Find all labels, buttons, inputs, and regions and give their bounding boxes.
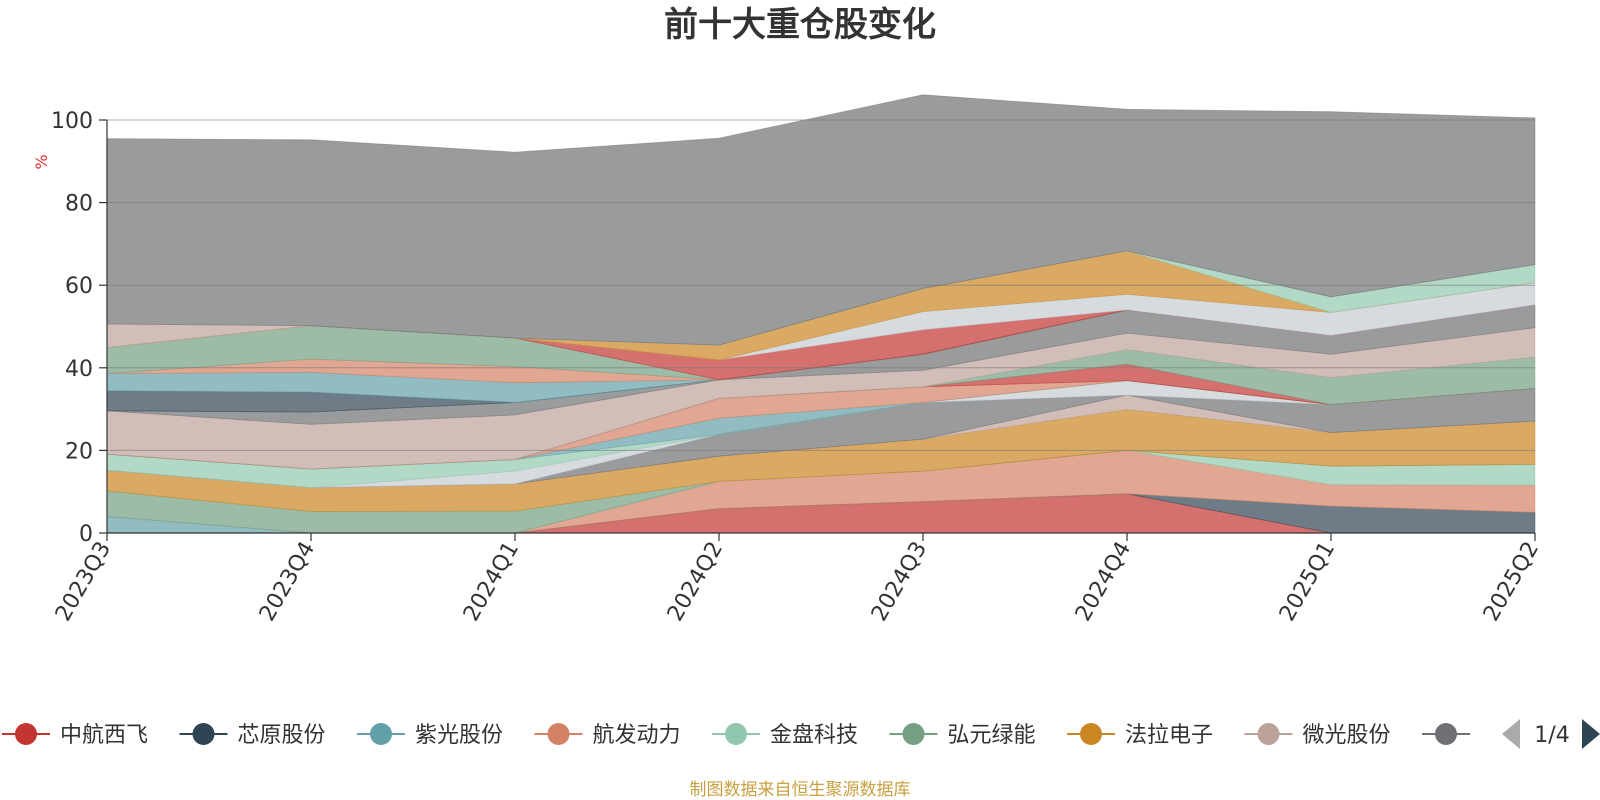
legend-label: 紫光股份	[415, 723, 503, 748]
legend-pager: 1/4	[1502, 719, 1600, 749]
legend-label: 金盘科技	[770, 723, 858, 748]
y-tick-label: 0	[79, 522, 93, 547]
legend-item[interactable]: 中航西飞	[2, 723, 148, 748]
y-tick-label: 60	[65, 274, 93, 299]
x-tick-label: 2024Q4	[1071, 538, 1136, 626]
legend-item[interactable]: 紫光股份	[357, 723, 503, 748]
legend-items: 中航西飞 芯原股份 紫光股份 航发动力 金盘科技 弘元绿能 法拉电子 微光股份	[2, 723, 1470, 748]
x-tick-label: 2025Q2	[1479, 538, 1544, 626]
legend-label: 微光股份	[1303, 723, 1391, 748]
legend-dot-icon	[1257, 723, 1280, 745]
x-tick-label: 2024Q3	[867, 538, 932, 626]
legend-item[interactable]: 航发动力	[534, 723, 681, 748]
grid-lines	[107, 119, 1535, 451]
legend-item[interactable]: 微光股份	[1244, 723, 1391, 748]
legend-item[interactable]: 芯原股份	[179, 723, 326, 748]
legend-prev-page-icon[interactable]	[1502, 719, 1520, 749]
legend: 中航西飞 芯原股份 紫光股份 航发动力 金盘科技 弘元绿能 法拉电子 微光股份	[2, 723, 1470, 748]
legend-label: 芯原股份	[238, 723, 326, 748]
area-series-group	[106, 94, 1536, 534]
legend-dot-icon	[370, 723, 392, 745]
x-tick-label: 2023Q4	[255, 538, 320, 626]
data-source-note: 制图数据来自恒生聚源数据库	[690, 780, 911, 800]
legend-dot-icon	[725, 723, 747, 745]
legend-item[interactable]: 法拉电子	[1067, 723, 1213, 748]
legend-item[interactable]: 弘元绿能	[889, 723, 1036, 748]
x-tick-label: 2024Q1	[459, 538, 524, 626]
y-axis-unit: %	[32, 154, 51, 169]
legend-label: 法拉电子	[1125, 723, 1213, 748]
legend-dot-icon	[1080, 723, 1102, 745]
legend-dot-icon	[902, 723, 925, 745]
legend-page-indicator: 1/4	[1534, 723, 1569, 748]
legend-dot-icon	[15, 723, 37, 745]
x-tick-label: 2024Q2	[663, 538, 728, 626]
legend-dot-icon	[547, 723, 570, 745]
legend-dot-icon	[1435, 723, 1457, 745]
y-tick-label: 20	[65, 439, 93, 464]
y-tick-label: 80	[65, 192, 93, 217]
y-tick-label: 100	[51, 109, 93, 134]
chart-title: 前十大重仓股变化	[664, 5, 936, 45]
legend-label: 中航西飞	[60, 723, 148, 748]
legend-item-truncated[interactable]	[1422, 723, 1470, 745]
legend-label: 弘元绿能	[948, 723, 1036, 748]
legend-next-page-icon[interactable]	[1582, 719, 1600, 749]
legend-label: 航发动力	[593, 723, 681, 748]
x-tick-label: 2025Q1	[1275, 538, 1340, 626]
area-series-27	[106, 94, 1536, 346]
x-tick-label: 2023Q3	[51, 538, 116, 626]
y-tick-label: 40	[65, 357, 93, 382]
legend-item[interactable]: 金盘科技	[712, 723, 858, 748]
legend-dot-icon	[192, 723, 215, 745]
